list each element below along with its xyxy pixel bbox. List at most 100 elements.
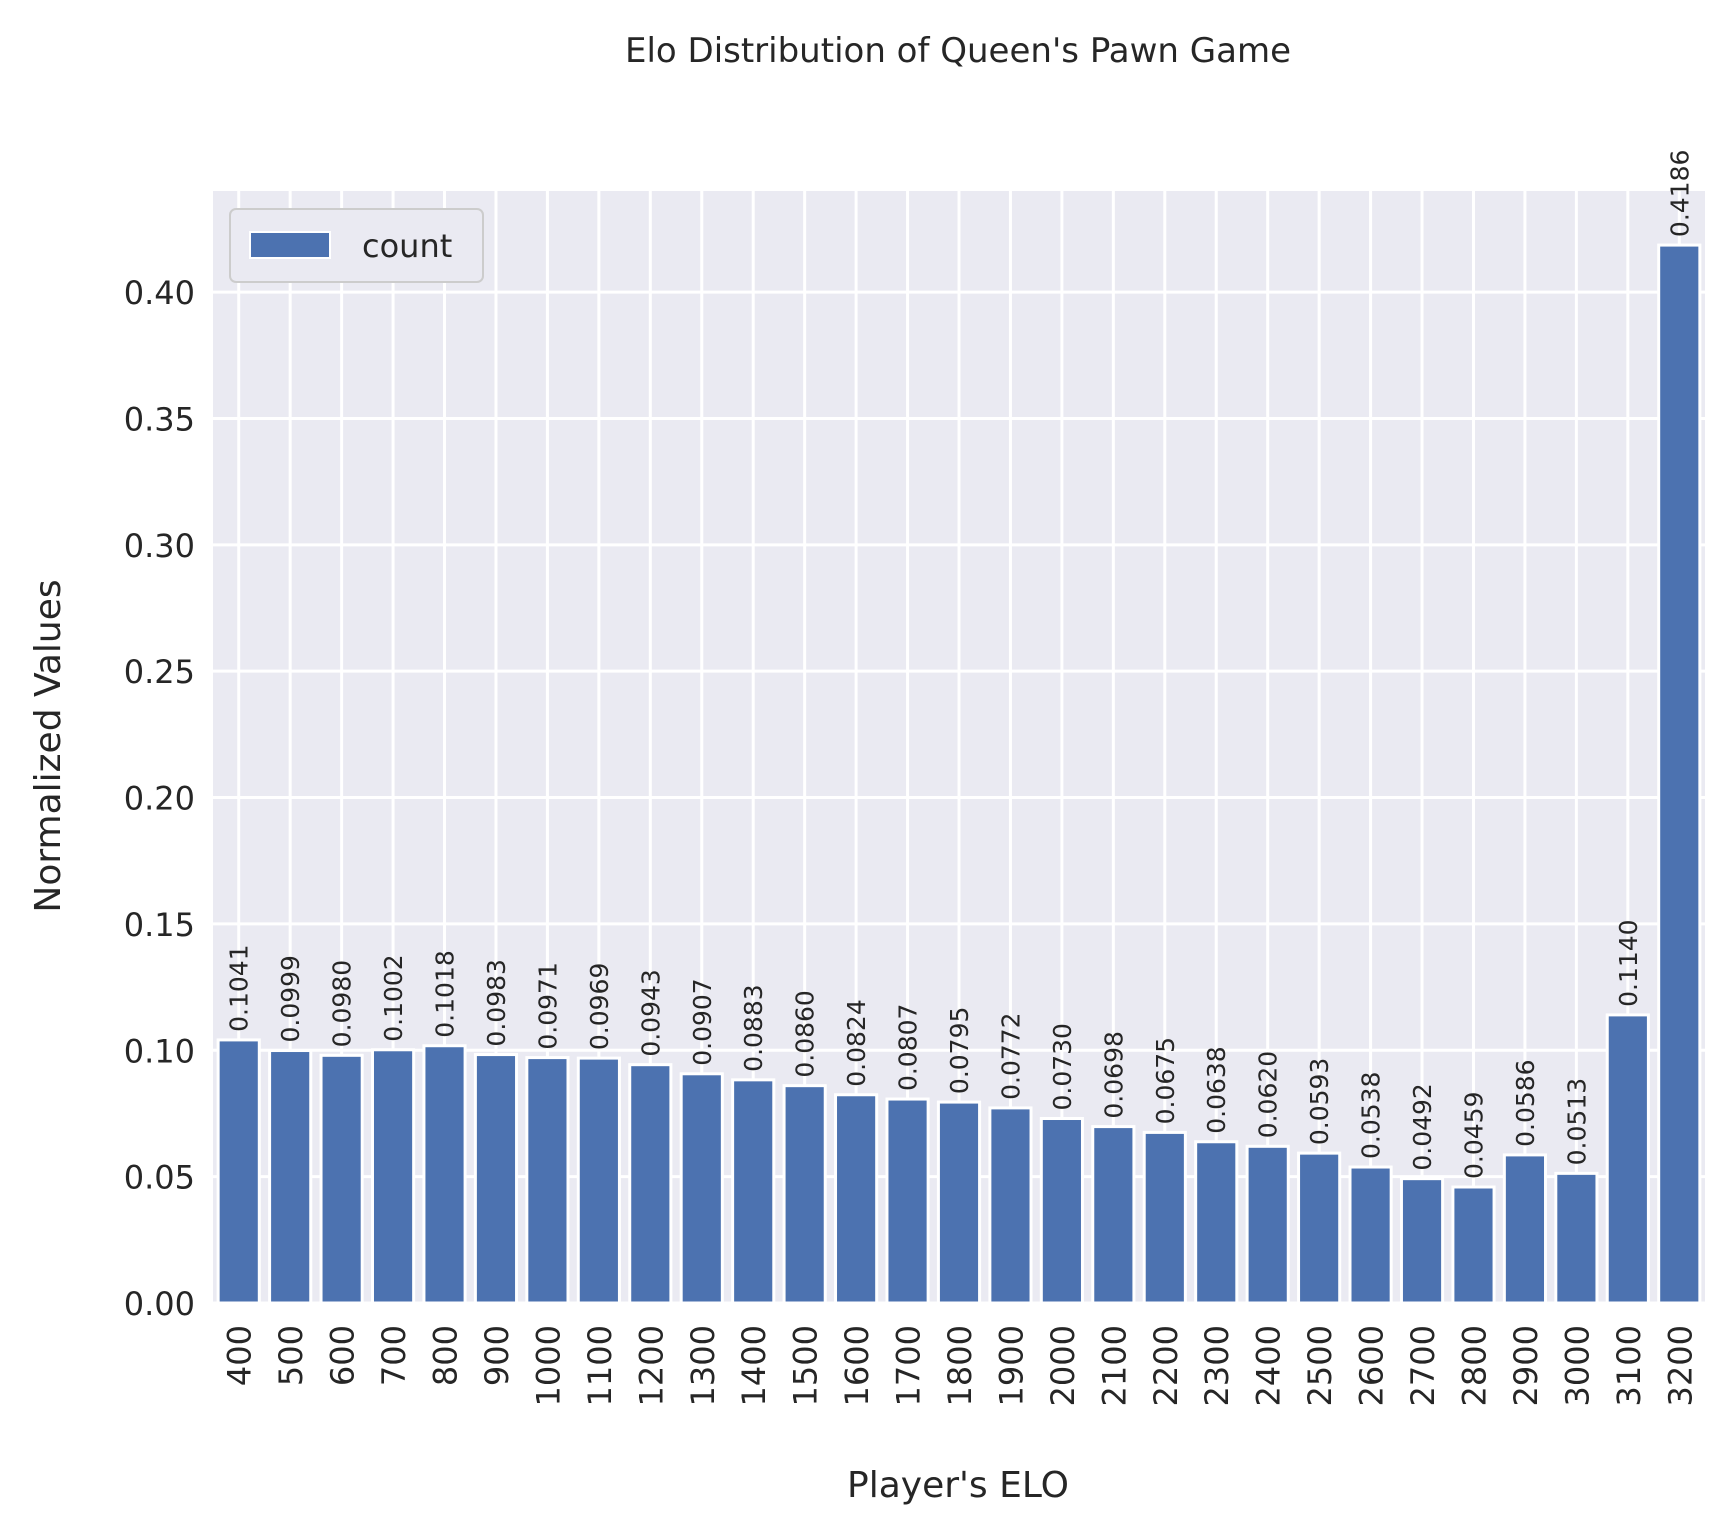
data-label-2800: 0.0459 <box>1459 1092 1488 1179</box>
x-tick-label: 400 <box>221 1325 259 1386</box>
x-tick-label: 1900 <box>992 1325 1030 1406</box>
bar-2500 <box>1297 1151 1342 1305</box>
y-tick-label: 0.35 <box>124 400 195 438</box>
y-tick-label: 0.05 <box>124 1159 195 1197</box>
data-label-1300: 0.0907 <box>688 978 717 1065</box>
bar-2300 <box>1194 1140 1239 1305</box>
data-label-1700: 0.0807 <box>894 1004 923 1091</box>
bar-2600 <box>1348 1165 1393 1305</box>
data-label-2700: 0.0492 <box>1408 1083 1437 1170</box>
x-tick-label: 1200 <box>632 1325 670 1406</box>
x-tick-label: 600 <box>324 1325 362 1386</box>
data-label-2100: 0.0698 <box>1099 1031 1128 1118</box>
bar-500 <box>268 1049 313 1305</box>
data-label-1900: 0.0772 <box>996 1012 1025 1099</box>
data-label-2500: 0.0593 <box>1305 1058 1334 1145</box>
bar-1600 <box>834 1093 879 1305</box>
bar-3100 <box>1605 1013 1650 1305</box>
data-label-1100: 0.0969 <box>585 963 614 1050</box>
data-label-700: 0.1002 <box>379 954 408 1041</box>
bar-700 <box>370 1048 416 1305</box>
x-tick-label: 2100 <box>1095 1325 1133 1406</box>
data-label-1400: 0.0883 <box>739 984 768 1071</box>
y-tick-label: 0.20 <box>124 780 195 818</box>
y-axis-label: Normalized Values <box>28 579 69 912</box>
x-tick-label: 500 <box>272 1325 310 1386</box>
data-label-400: 0.1041 <box>225 944 254 1031</box>
data-label-3000: 0.0513 <box>1562 1078 1591 1165</box>
bar-2000 <box>1039 1117 1084 1305</box>
x-axis-label: Player's ELO <box>847 1465 1069 1506</box>
y-tick-label: 0.30 <box>124 527 195 565</box>
data-label-800: 0.1018 <box>431 950 460 1037</box>
bar-1800 <box>936 1100 982 1305</box>
bar-2100 <box>1091 1125 1136 1305</box>
bars <box>216 243 1702 1305</box>
x-tick-label: 2700 <box>1404 1325 1442 1406</box>
x-tick-label: 3000 <box>1558 1325 1596 1406</box>
data-label-1800: 0.0795 <box>945 1007 974 1094</box>
bar-3000 <box>1554 1171 1599 1305</box>
legend: count <box>229 208 484 283</box>
bar-2700 <box>1399 1177 1445 1305</box>
bar-3200 <box>1657 243 1702 1305</box>
data-label-1600: 0.0824 <box>842 999 871 1086</box>
bar-400 <box>216 1038 261 1305</box>
data-label-500: 0.0999 <box>276 955 305 1042</box>
bar-1200 <box>628 1063 673 1305</box>
x-tick-label: 1100 <box>581 1325 619 1406</box>
x-tick-label: 900 <box>478 1325 516 1386</box>
x-tick-label: 800 <box>427 1325 465 1386</box>
y-tick-labels: 0.00 0.05 0.10 0.15 0.20 0.25 0.30 0.35 0.40 <box>124 274 195 1323</box>
chart-title: Elo Distribution of Queen's Pawn Game <box>625 31 1291 71</box>
data-label-2000: 0.0730 <box>1048 1023 1077 1110</box>
x-tick-label: 1500 <box>787 1325 825 1406</box>
x-tick-label: 3100 <box>1610 1325 1648 1406</box>
bar-2900 <box>1502 1153 1548 1305</box>
bar-800 <box>422 1044 467 1305</box>
x-tick-label: 1700 <box>890 1325 928 1406</box>
x-tick-label: 1300 <box>684 1325 722 1406</box>
x-tick-label: 1000 <box>529 1325 567 1406</box>
legend-box <box>229 208 484 283</box>
bar-1500 <box>782 1084 827 1305</box>
x-tick-label: 2600 <box>1353 1325 1391 1406</box>
data-labels: 0.1041 0.0999 0.0980 0.1002 0.1018 0.0983 0.09… <box>225 150 1695 1179</box>
x-tick-label: 2000 <box>1044 1325 1082 1406</box>
x-tick-label: 1800 <box>941 1325 979 1406</box>
x-tick-label: 2200 <box>1147 1325 1185 1406</box>
data-label-1000: 0.0971 <box>533 962 562 1049</box>
data-label-1500: 0.0860 <box>791 990 820 1077</box>
y-tick-label: 0.40 <box>124 274 195 312</box>
x-tick-label: 1600 <box>838 1325 876 1406</box>
x-tick-label: 2800 <box>1455 1325 1493 1406</box>
bar-1400 <box>731 1078 776 1305</box>
x-tick-label: 2300 <box>1198 1325 1236 1406</box>
data-label-3100: 0.1140 <box>1614 919 1643 1006</box>
data-label-600: 0.0980 <box>328 960 357 1047</box>
data-label-2200: 0.0675 <box>1151 1037 1180 1124</box>
data-label-2400: 0.0620 <box>1254 1051 1283 1138</box>
data-label-2300: 0.0638 <box>1202 1046 1231 1133</box>
y-tick-label: 0.00 <box>124 1285 195 1323</box>
bar-1000 <box>525 1056 570 1305</box>
bar-900 <box>473 1053 519 1305</box>
bar-1100 <box>576 1056 621 1305</box>
x-tick-label: 3200 <box>1661 1325 1699 1406</box>
x-tick-label: 2500 <box>1301 1325 1339 1406</box>
bar-2200 <box>1142 1130 1187 1305</box>
x-tick-label: 2400 <box>1250 1325 1288 1406</box>
legend-swatch <box>249 231 331 259</box>
x-tick-label: 1400 <box>735 1325 773 1406</box>
data-label-1200: 0.0943 <box>636 969 665 1056</box>
bar-1900 <box>988 1106 1033 1305</box>
bar-600 <box>319 1053 364 1305</box>
y-tick-label: 0.25 <box>124 653 195 691</box>
data-label-2900: 0.0586 <box>1511 1059 1540 1146</box>
data-label-3200: 0.4186 <box>1665 150 1694 237</box>
x-tick-labels: 400 500 600 700 800 900 1000 1100 1200 1300 1400 15… <box>221 1325 1700 1406</box>
bar-1700 <box>885 1097 930 1305</box>
data-label-2600: 0.0538 <box>1357 1072 1386 1159</box>
bar-1300 <box>679 1072 724 1305</box>
